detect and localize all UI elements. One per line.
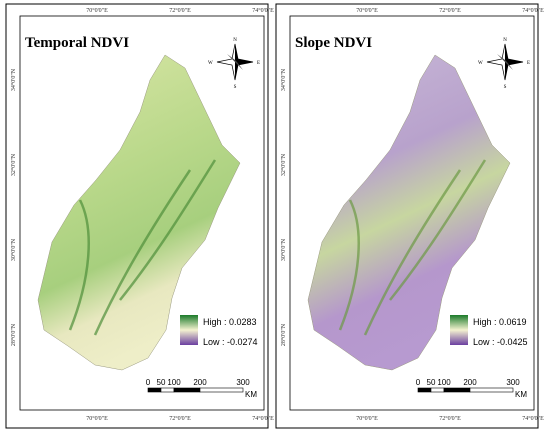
legend-ramp — [450, 315, 468, 345]
map-frame — [19, 15, 265, 411]
scale-segment — [160, 387, 175, 393]
compass-label: N — [233, 38, 237, 43]
legend-high: High : 0.0283 — [203, 317, 257, 327]
latitude-label: 30°0'0"N — [10, 238, 17, 261]
longitude-label: 70°0'0"E — [86, 7, 108, 14]
compass-label: E — [527, 61, 530, 66]
scale-label: 200 — [463, 378, 477, 387]
latitude-label: 32°0'0"N — [280, 153, 287, 176]
latitude-label: 30°0'0"N — [280, 238, 287, 261]
compass — [505, 44, 523, 80]
scale-label: 50 — [157, 378, 166, 387]
map-frame — [289, 15, 535, 411]
scale-label: 200 — [193, 378, 207, 387]
scale-label: 100 — [167, 378, 181, 387]
longitude-label: 70°0'0"E — [356, 7, 378, 14]
longitude-label: 70°0'0"E — [86, 415, 108, 422]
compass — [497, 54, 513, 70]
scale-label: 300 — [506, 378, 520, 387]
province-map — [37, 54, 241, 371]
scale-segment — [417, 387, 432, 393]
scale-segment — [430, 387, 445, 393]
latitude-label: 28°0'0"N — [10, 323, 17, 346]
longitude-label: 70°0'0"E — [356, 415, 378, 422]
scale-unit: KM — [245, 390, 257, 399]
scale-segment — [173, 387, 201, 393]
scale-segment — [469, 387, 514, 393]
longitude-label: 72°0'0"E — [439, 7, 461, 14]
panel-frame — [5, 3, 269, 429]
river-strip — [338, 159, 487, 336]
compass-label: W — [208, 61, 213, 66]
legend-low: Low : -0.0274 — [203, 337, 258, 347]
longitude-label: 74°0'0"E — [252, 7, 274, 14]
legend-low: Low : -0.0425 — [473, 337, 528, 347]
longitude-label: 72°0'0"E — [439, 415, 461, 422]
panel-title: Temporal NDVI — [25, 35, 129, 51]
longitude-label: 74°0'0"E — [522, 415, 544, 422]
compass-label: N — [503, 38, 507, 43]
map-panel: 70°0'0"E 70°0'0"E 72°0'0"E 72°0'0"E 74°0'0"E… — [275, 3, 544, 429]
scale-label: 300 — [236, 378, 250, 387]
compass — [235, 44, 253, 80]
legend-high: High : 0.0619 — [473, 317, 527, 327]
latitude-label: 34°0'0"N — [280, 68, 287, 91]
latitude-label: 32°0'0"N — [10, 153, 17, 176]
scale-segment — [443, 387, 471, 393]
scale-unit: KM — [515, 390, 527, 399]
longitude-label: 74°0'0"E — [522, 7, 544, 14]
compass-label: S — [234, 85, 237, 90]
scale-segment — [147, 387, 162, 393]
legend-ramp — [180, 315, 198, 345]
scale-label: 0 — [416, 378, 421, 387]
compass — [227, 54, 243, 70]
panel-frame — [275, 3, 539, 429]
scale-label: 0 — [146, 378, 151, 387]
river-strip — [68, 159, 217, 336]
longitude-label: 72°0'0"E — [169, 415, 191, 422]
longitude-label: 74°0'0"E — [252, 415, 274, 422]
map-panel: 70°0'0"E 70°0'0"E 72°0'0"E 72°0'0"E 74°0'0"E… — [5, 3, 274, 429]
longitude-label: 72°0'0"E — [169, 7, 191, 14]
latitude-label: 28°0'0"N — [280, 323, 287, 346]
scale-label: 50 — [427, 378, 436, 387]
scale-segment — [199, 387, 244, 393]
panel-title: Slope NDVI — [295, 35, 372, 51]
compass-label: S — [504, 85, 507, 90]
compass-label: W — [478, 61, 483, 66]
province-map — [307, 54, 511, 371]
latitude-label: 34°0'0"N — [10, 68, 17, 91]
compass-label: E — [257, 61, 260, 66]
scale-label: 100 — [437, 378, 451, 387]
